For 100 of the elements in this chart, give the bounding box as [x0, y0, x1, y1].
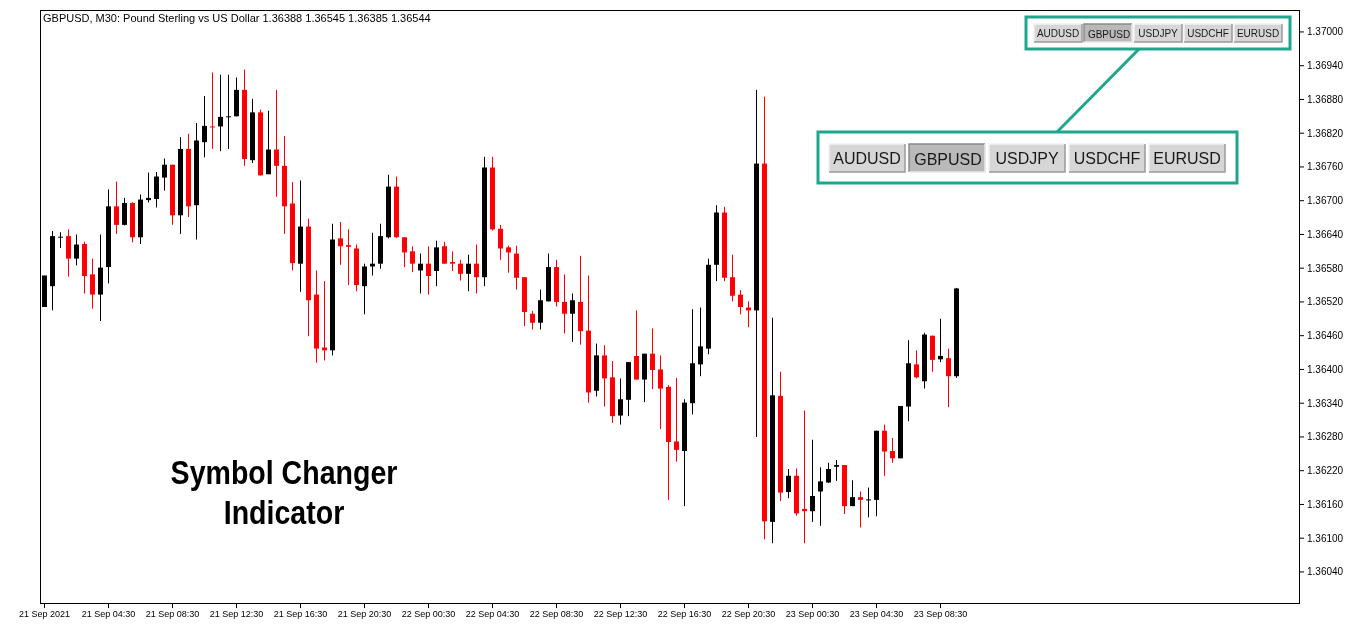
annotation: EURUSD [1153, 149, 1221, 167]
x-tick-label: 23 Sep 00:30 [785, 609, 840, 619]
x-tick-label: 23 Sep 04:30 [849, 609, 904, 619]
annotation: AUDUSD [833, 149, 901, 167]
y-tick-label: 1.36220 [1307, 465, 1344, 477]
symbol-button: USDJPY [988, 143, 1066, 173]
annotation: USDJPY [995, 149, 1059, 167]
candlestick [114, 181, 119, 235]
y-tick-label: 1.36160 [1307, 498, 1344, 510]
candlestick [466, 254, 471, 292]
candlestick [370, 232, 375, 276]
x-tick-label: 22 Sep 20:30 [721, 609, 776, 619]
candlestick [562, 273, 567, 334]
candlestick [154, 171, 159, 208]
y-tick-label: 1.36820 [1307, 127, 1344, 139]
symbol-button: EURUSD [1148, 143, 1226, 173]
symbol-button: AUDUSD [828, 143, 906, 173]
x-tick-label: 21 Sep 04:30 [81, 609, 136, 619]
candlestick [858, 491, 863, 528]
candlestick [474, 244, 479, 294]
candlestick [146, 172, 151, 203]
candlestick [786, 468, 791, 499]
candlestick [122, 197, 127, 226]
x-tick-label: 21 Sep 12:30 [209, 609, 264, 619]
y-tick-label: 1.36520 [1307, 296, 1344, 308]
annotation: Symbol Changer Indicator [170, 453, 398, 532]
x-tick-label: 22 Sep 12:30 [593, 609, 648, 619]
candlestick [458, 259, 463, 282]
y-tick-label: 1.36340 [1307, 397, 1344, 409]
candlestick [730, 254, 735, 302]
annotation: USDJPY [1138, 27, 1179, 39]
candlestick [450, 250, 455, 272]
annotation: USDCHF [1073, 149, 1141, 167]
x-tick-label: 22 Sep 16:30 [657, 609, 712, 619]
x-tick-label: 22 Sep 04:30 [465, 609, 520, 619]
symbol-button: USDJPY [1133, 23, 1183, 43]
x-tick-label: 21 Sep 20:30 [337, 609, 392, 619]
annotation: GBPUSD [914, 150, 982, 168]
y-tick-label: 1.36400 [1307, 363, 1344, 375]
candlestick [698, 307, 703, 377]
candlestick [658, 354, 663, 430]
candlestick [674, 377, 679, 463]
x-tick-label: 21 Sep 08:30 [145, 609, 200, 619]
x-tick-label: 22 Sep 00:30 [401, 609, 456, 619]
candlestick [418, 253, 423, 294]
symbol-button: USDCHF [1068, 143, 1146, 173]
candlestick [434, 240, 439, 287]
symbol-button: USDCHF [1183, 23, 1233, 43]
candlestick [634, 309, 639, 381]
chart-title: GBPUSD, M30: Pound Sterling vs US Dollar 1.36388 1.36545 1.36385 1.36544 [43, 12, 431, 24]
y-tick-label: 1.36280 [1307, 431, 1344, 443]
candlestick [914, 349, 919, 379]
candlestick [410, 245, 415, 273]
candlestick [226, 74, 231, 150]
candlestick [346, 228, 351, 286]
x-tick-label: 22 Sep 08:30 [529, 609, 584, 619]
y-tick-label: 1.36580 [1307, 262, 1344, 274]
candlestick [210, 71, 215, 150]
x-tick-label: 21 Sep 16:30 [273, 609, 328, 619]
candlestick [882, 424, 887, 477]
y-tick-label: 1.36940 [1307, 60, 1344, 72]
candlestick [338, 221, 343, 266]
y-tick-label: 1.37000 [1307, 26, 1344, 38]
candlestick [802, 410, 807, 544]
y-tick-label: 1.36100 [1307, 532, 1344, 544]
candlestick [74, 233, 79, 266]
candlestick [58, 231, 63, 249]
candlestick [890, 437, 895, 464]
candlestick [866, 487, 871, 518]
y-tick-label: 1.36880 [1307, 93, 1344, 105]
x-tick-label: 21 Sep 2021 [18, 609, 71, 619]
candlestick [538, 289, 543, 330]
candlestick [850, 479, 855, 507]
y-tick-label: 1.36760 [1307, 161, 1344, 173]
candlestick [834, 459, 839, 482]
y-tick-label: 1.36460 [1307, 330, 1344, 342]
candlestick [570, 293, 575, 343]
y-tick-label: 1.36040 [1307, 566, 1344, 578]
y-tick-label: 1.36700 [1307, 195, 1344, 207]
symbol-button: GBPUSD [908, 143, 986, 173]
candlestick [506, 245, 511, 274]
candlestick [530, 310, 535, 330]
candlestick [162, 158, 167, 192]
candlestick [66, 228, 71, 278]
candlestick [602, 344, 607, 408]
candlestick [442, 241, 447, 265]
candlestick [402, 236, 407, 268]
x-tick-label: 23 Sep 08:30 [913, 609, 968, 619]
candlestick [274, 89, 279, 198]
candlestick [202, 95, 207, 158]
candlestick [90, 258, 95, 310]
candlestick [498, 224, 503, 261]
candlestick [218, 74, 223, 152]
annotation: GBPUSD [1087, 28, 1131, 40]
candlestick [810, 439, 815, 523]
candlestick [362, 263, 367, 315]
symbol-button: EURUSD [1233, 23, 1283, 43]
candlestick [946, 348, 951, 408]
candlestick [650, 327, 655, 390]
candlestick [618, 377, 623, 426]
